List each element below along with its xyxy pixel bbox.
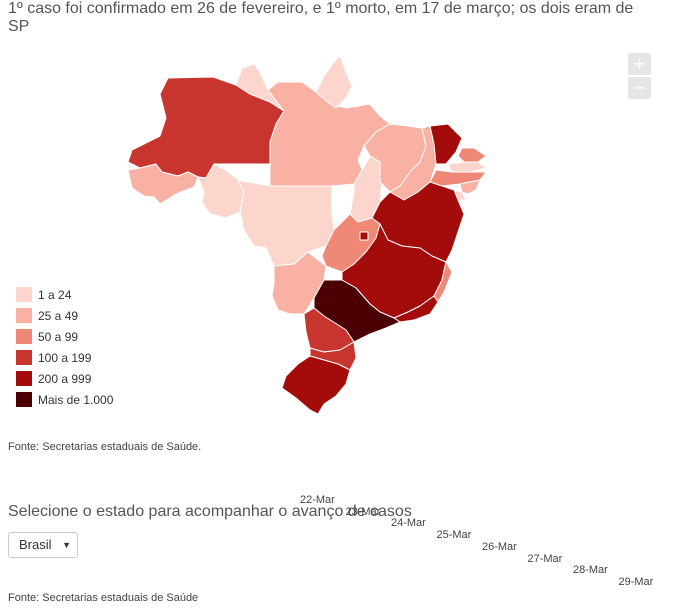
dropdown-arrow-icon: ▼ <box>62 540 71 550</box>
state-selector-label: Selecione o estado para acompanhar o ava… <box>8 503 412 520</box>
date-tick-label: 23-Mar <box>345 505 381 518</box>
legend-label: 200 a 999 <box>38 371 92 386</box>
legend-swatch <box>16 287 32 302</box>
chart-source: Fonte: Secretarias estaduais de Saúde <box>8 592 199 604</box>
date-tick-label: 24-Mar <box>391 517 426 530</box>
state-rj[interactable] <box>393 295 439 323</box>
state-df[interactable] <box>359 231 369 241</box>
date-tick-label: 29-Mar <box>618 575 654 588</box>
legend-label: 100 a 199 <box>38 350 92 365</box>
legend-label: Mais de 1.000 <box>38 392 114 407</box>
state-ce[interactable] <box>429 123 463 165</box>
legend-item: 100 a 199 <box>16 347 113 368</box>
date-tick-label: 27-Mar <box>527 552 563 565</box>
legend-item: 200 a 999 <box>16 368 113 389</box>
state-ac[interactable] <box>127 163 199 205</box>
brazil-cases-map <box>127 55 487 415</box>
legend-swatch <box>16 371 32 386</box>
date-tick-label: 26-Mar <box>482 540 517 553</box>
state-rs[interactable] <box>281 355 351 415</box>
legend-swatch <box>16 308 32 323</box>
state-pb[interactable] <box>447 161 487 173</box>
state-mt[interactable] <box>237 179 335 267</box>
zoom-in-button[interactable]: + <box>628 53 651 75</box>
map-source: Fonte: Secretarias estaduais de Saúde. <box>8 441 202 453</box>
state-rn[interactable] <box>457 147 487 163</box>
state-ap[interactable] <box>315 55 353 109</box>
legend-label: 50 a 99 <box>38 329 79 344</box>
page-title: 1º caso foi confirmado em 26 de fevereir… <box>8 0 634 35</box>
date-tick-label: 28-Mar <box>573 564 608 577</box>
legend-swatch <box>16 350 32 365</box>
state-pe[interactable] <box>429 169 487 187</box>
zoom-out-button[interactable]: − <box>628 77 651 99</box>
legend-item: 50 a 99 <box>16 326 113 347</box>
state-al[interactable] <box>459 179 481 195</box>
legend-label: 25 a 49 <box>38 308 79 323</box>
legend-item: 25 a 49 <box>16 305 113 326</box>
legend-item: Mais de 1.000 <box>16 389 113 410</box>
legend-item: 1 a 24 <box>16 284 113 305</box>
map-legend: 1 a 24 25 a 49 50 a 99 100 a 199 200 a 999 Ma… <box>16 284 113 410</box>
date-tick-label: 25-Mar <box>436 529 472 542</box>
state-ms[interactable] <box>271 251 327 315</box>
date-tick-label: 22-Mar <box>300 494 335 506</box>
legend-swatch <box>16 392 32 407</box>
state-select-value: Brasil <box>19 537 52 552</box>
state-select[interactable]: Brasil ▼ <box>8 532 78 558</box>
legend-label: 1 a 24 <box>38 287 72 302</box>
legend-swatch <box>16 329 32 344</box>
